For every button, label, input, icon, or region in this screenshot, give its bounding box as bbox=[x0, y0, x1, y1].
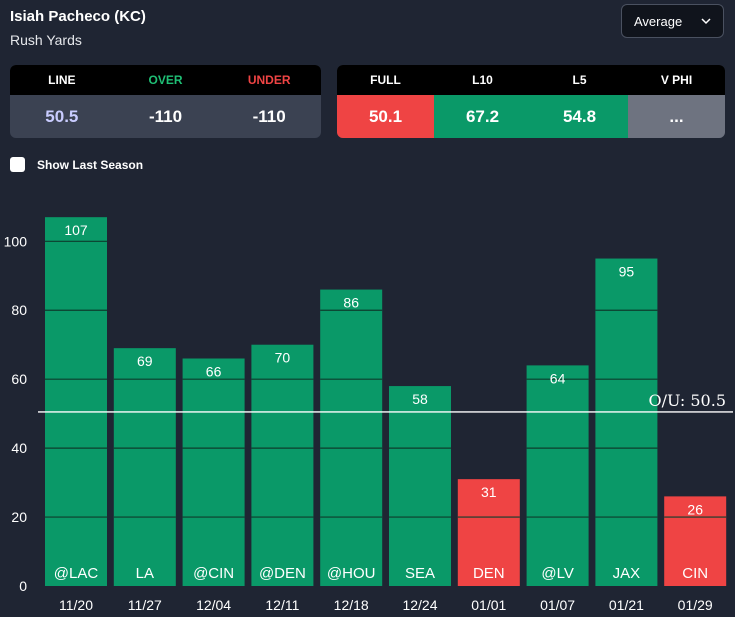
vs-opponent-value: ... bbox=[628, 95, 725, 138]
dropdown-selected-label: Average bbox=[634, 13, 683, 29]
stat-type: Rush Yards bbox=[10, 32, 82, 48]
bar-opponent-label: @LV bbox=[541, 565, 573, 582]
y-tick-label: 100 bbox=[4, 233, 28, 249]
x-tick-label: 01/01 bbox=[471, 597, 506, 613]
show-last-season-checkbox[interactable] bbox=[10, 157, 25, 172]
bar-value-label: 66 bbox=[206, 363, 222, 379]
over-under-label: O/U: 50.5 bbox=[648, 391, 726, 410]
bar bbox=[320, 289, 383, 586]
l10-value: 67.2 bbox=[434, 95, 531, 138]
bar-value-label: 31 bbox=[481, 484, 497, 500]
player-name: Isiah Pacheco (KC) bbox=[10, 8, 146, 25]
bar bbox=[595, 258, 658, 586]
x-tick-label: 01/21 bbox=[609, 597, 644, 613]
bar bbox=[251, 344, 314, 586]
show-last-season-toggle[interactable]: Show Last Season bbox=[10, 157, 143, 172]
vs-opponent-header: V PHI bbox=[660, 73, 693, 87]
average-dropdown[interactable]: Average bbox=[621, 4, 724, 38]
bar-value-label: 64 bbox=[550, 370, 566, 386]
full-header: FULL bbox=[370, 73, 401, 87]
bar-value-label: 26 bbox=[687, 501, 703, 517]
bar bbox=[664, 496, 727, 586]
bar-opponent-label: JAX bbox=[613, 565, 641, 582]
under-header: UNDER bbox=[247, 73, 291, 87]
bar-opponent-label: @DEN bbox=[259, 565, 306, 582]
bar-opponent-label: DEN bbox=[473, 565, 505, 582]
line-value: 50.5 bbox=[45, 106, 79, 126]
x-tick-label: 01/07 bbox=[540, 597, 575, 613]
y-tick-label: 0 bbox=[19, 578, 27, 594]
chevron-down-icon bbox=[701, 18, 711, 25]
bar bbox=[389, 386, 451, 586]
y-tick-label: 60 bbox=[11, 371, 27, 387]
bar-opponent-label: @LAC bbox=[54, 565, 99, 582]
over-odds: -110 bbox=[148, 106, 183, 126]
line-panel: LINE OVER UNDER 50.5 -110 -110 bbox=[10, 65, 321, 138]
bar bbox=[113, 348, 176, 586]
average-panel: FULL L10 L5 V PHI 50.1 67.2 54.8 ... bbox=[337, 65, 725, 138]
x-tick-label: 01/29 bbox=[678, 597, 713, 613]
bar-opponent-label: CIN bbox=[682, 565, 708, 582]
x-tick-label: 11/20 bbox=[59, 597, 93, 613]
full-value: 50.1 bbox=[337, 95, 434, 138]
show-last-season-label: Show Last Season bbox=[37, 157, 144, 172]
x-tick-label: 12/18 bbox=[334, 597, 369, 613]
l10-header: L10 bbox=[472, 73, 493, 87]
l5-value: 54.8 bbox=[531, 95, 628, 138]
bar-value-label: 69 bbox=[137, 353, 153, 369]
y-tick-label: 20 bbox=[11, 509, 27, 525]
x-tick-label: 12/04 bbox=[196, 597, 231, 613]
bar bbox=[457, 479, 520, 586]
bar-value-label: 107 bbox=[64, 222, 88, 238]
x-tick-label: 12/24 bbox=[402, 597, 437, 613]
bar-opponent-label: SEA bbox=[405, 565, 435, 582]
bar-value-label: 70 bbox=[275, 350, 291, 366]
x-tick-label: 12/11 bbox=[265, 597, 299, 613]
bar bbox=[526, 365, 589, 586]
bar bbox=[182, 358, 245, 586]
bar-opponent-label: @HOU bbox=[327, 565, 376, 582]
bar-value-label: 95 bbox=[619, 264, 635, 280]
y-tick-label: 40 bbox=[11, 440, 27, 456]
line-header: LINE bbox=[48, 73, 76, 87]
l5-header: L5 bbox=[572, 73, 587, 87]
y-tick-label: 80 bbox=[11, 302, 27, 318]
x-tick-label: 11/27 bbox=[128, 597, 162, 613]
under-odds: -110 bbox=[252, 106, 286, 126]
bar-value-label: 58 bbox=[412, 391, 428, 407]
bar-opponent-label: @CIN bbox=[193, 565, 234, 582]
bar-opponent-label: LA bbox=[136, 565, 154, 582]
bar-value-label: 86 bbox=[343, 295, 359, 311]
bar bbox=[45, 217, 107, 586]
over-header: OVER bbox=[148, 73, 183, 87]
